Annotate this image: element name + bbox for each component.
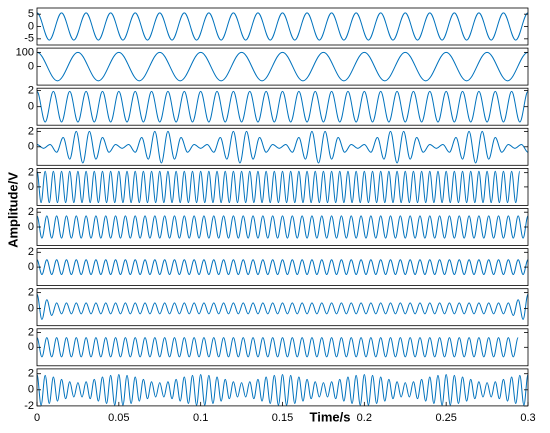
x-tick-label: 0.25 [435,412,456,424]
x-tick-label: 0.2 [357,412,372,424]
y-tick-label: 2 [28,368,34,380]
signal-line [36,130,529,164]
y-tick-label: 2 [28,85,34,97]
y-tick-label: 0 [28,302,34,314]
axes-box [36,167,529,206]
x-tick-label: 0 [34,412,40,424]
y-tick-label: 2 [28,167,34,179]
axes-box [36,47,529,86]
y-tick-label: 2 [28,206,34,218]
x-tick-label: 0.1 [193,412,208,424]
axes-box [36,208,529,246]
y-tick-label: 0 [28,20,34,32]
y-tick-label: 100 [16,46,34,58]
signal-line [36,51,529,82]
axes-box [36,7,529,46]
y-tick-label: 0 [28,221,34,233]
signal-line [36,12,529,41]
signal-line [36,215,529,239]
x-tick-label: 0.3 [520,412,535,424]
signal-line [36,259,529,276]
y-tick-label: -2 [24,400,34,412]
y-tick-label: 0 [28,181,34,193]
x-tick-label: 0.05 [108,412,129,424]
signal-line [36,170,521,204]
y-tick-label: 2 [28,125,34,137]
y-tick-label: 0 [28,341,34,353]
y-tick-label: -5 [24,33,34,45]
y-tick-label: 2 [28,246,34,258]
x-tick-label: 0.15 [272,412,293,424]
y-axis-label: Amplitude/V [5,172,20,248]
axes-box [36,87,529,126]
y-tick-label: 2 [28,326,34,338]
y-tick-label: 2 [28,287,34,299]
signal-line [36,90,529,123]
signal-line [36,293,529,320]
y-tick-label: 0 [28,261,34,273]
y-tick-label: 5 [28,8,34,20]
y-tick-label: 0 [28,141,34,153]
axes-box [36,288,529,327]
axes-box [36,248,529,287]
y-tick-label: 0 [28,61,34,73]
x-axis-label: Time/s [310,409,351,424]
y-tick-label: 0 [28,101,34,113]
signal-line [36,337,519,358]
axes-box [36,328,529,367]
y-tick-label: 0 [28,384,34,396]
signal-line [36,374,529,406]
